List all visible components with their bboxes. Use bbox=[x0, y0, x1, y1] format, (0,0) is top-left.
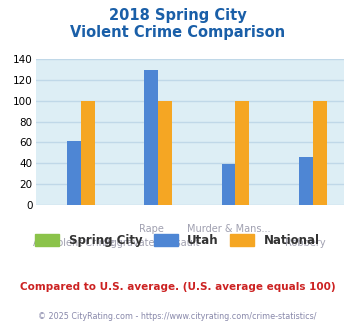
Bar bbox=[222, 164, 235, 205]
Legend: Spring City, Utah, National: Spring City, Utah, National bbox=[31, 229, 324, 251]
Bar bbox=[235, 101, 249, 205]
Text: All Violent Crime: All Violent Crime bbox=[33, 238, 115, 248]
Text: © 2025 CityRating.com - https://www.cityrating.com/crime-statistics/: © 2025 CityRating.com - https://www.city… bbox=[38, 312, 317, 321]
Text: Compared to U.S. average. (U.S. average equals 100): Compared to U.S. average. (U.S. average … bbox=[20, 282, 335, 292]
Bar bbox=[158, 101, 172, 205]
Bar bbox=[81, 101, 95, 205]
Text: Murder & Mans...: Murder & Mans... bbox=[187, 224, 270, 234]
Bar bbox=[144, 70, 158, 205]
Bar bbox=[313, 101, 327, 205]
Text: 2018 Spring City: 2018 Spring City bbox=[109, 8, 246, 23]
Bar bbox=[67, 141, 81, 205]
Text: Aggravated Assault: Aggravated Assault bbox=[104, 238, 199, 248]
Text: Violent Crime Comparison: Violent Crime Comparison bbox=[70, 25, 285, 40]
Text: Rape: Rape bbox=[139, 224, 164, 234]
Text: Robbery: Robbery bbox=[285, 238, 326, 248]
Bar bbox=[299, 157, 313, 205]
